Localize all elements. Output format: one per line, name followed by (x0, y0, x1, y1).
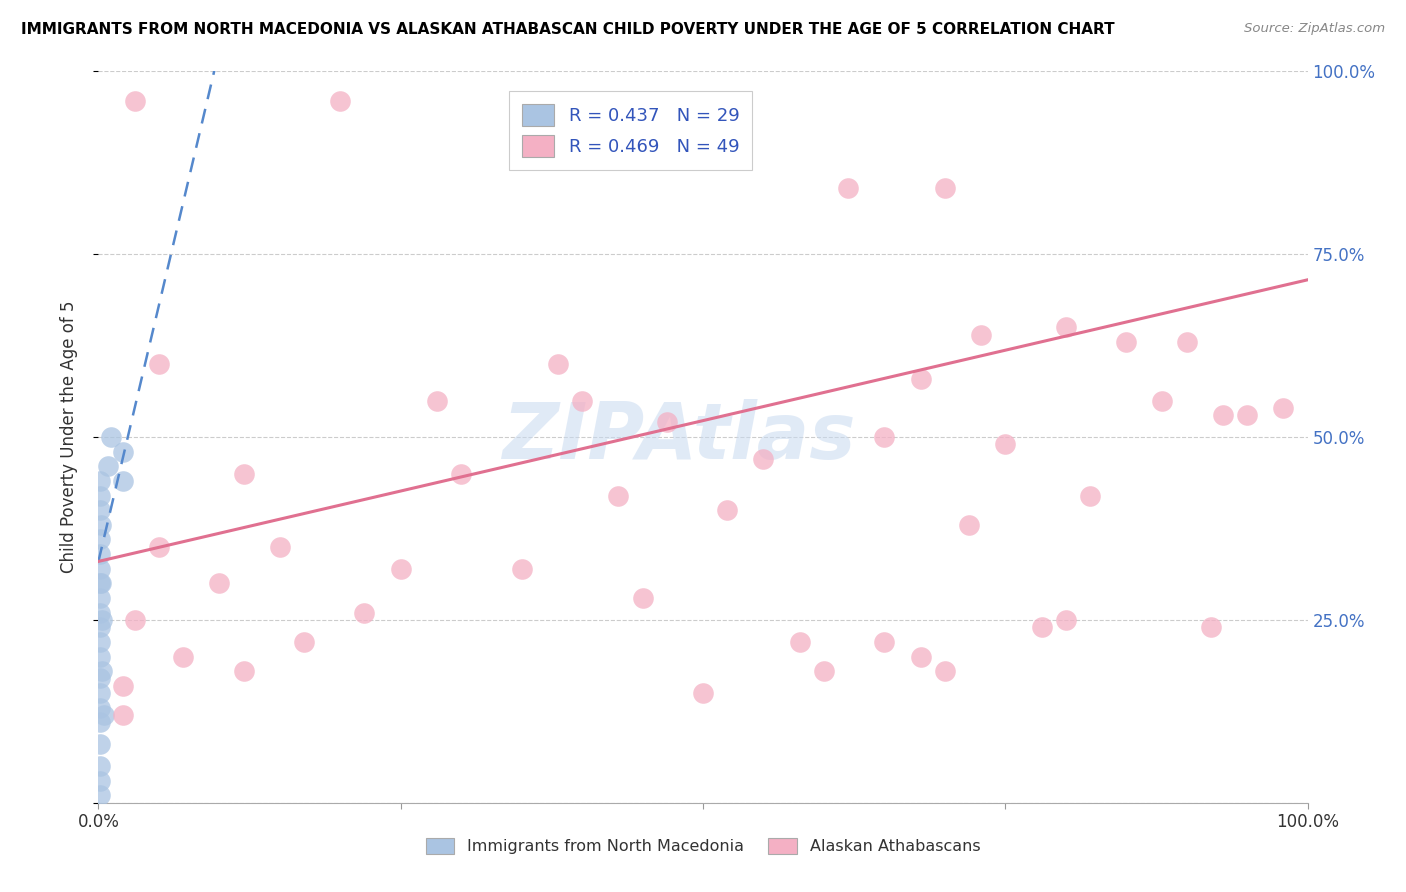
Point (957, 517, 980, 532)
Point (124, 94, 146, 108)
Text: ZIPAtlas: ZIPAtlas (502, 399, 856, 475)
Point (934, 664, 956, 678)
Point (329, 94, 352, 108)
Point (90, 517, 112, 532)
Point (1078, 489, 1101, 503)
Point (994, 437, 1017, 451)
Point (1115, 334, 1137, 349)
Point (89, 672, 111, 686)
Point (232, 664, 254, 678)
Point (89, 700, 111, 714)
Point (571, 393, 593, 408)
Point (89, 773, 111, 788)
Point (813, 664, 835, 678)
Point (111, 679, 134, 693)
Point (148, 357, 170, 371)
Point (89, 686, 111, 700)
Point (692, 686, 714, 700)
Point (547, 357, 569, 371)
Point (111, 474, 134, 488)
Point (1175, 334, 1198, 349)
Point (269, 540, 291, 554)
Point (426, 393, 449, 408)
Point (789, 635, 811, 649)
Point (292, 635, 315, 649)
Point (172, 649, 194, 664)
Point (353, 606, 375, 620)
Point (1152, 393, 1174, 408)
Point (89, 649, 111, 664)
Point (910, 649, 932, 664)
Text: IMMIGRANTS FROM NORTH MACEDONIA VS ALASKAN ATHABASCAN CHILD POVERTY UNDER THE AG: IMMIGRANTS FROM NORTH MACEDONIA VS ALASK… (21, 22, 1115, 37)
Point (837, 181, 859, 195)
Legend: Immigrants from North Macedonia, Alaskan Athabascans: Immigrants from North Macedonia, Alaskan… (419, 831, 987, 861)
Point (607, 489, 630, 503)
Point (873, 430, 896, 444)
Point (389, 562, 412, 576)
Point (97, 459, 120, 474)
Text: Source: ZipAtlas.com: Source: ZipAtlas.com (1244, 22, 1385, 36)
Point (89, 562, 111, 576)
Point (89, 503, 111, 517)
Point (111, 444, 134, 458)
Point (89, 489, 111, 503)
Point (970, 327, 993, 342)
Point (655, 416, 678, 430)
Point (752, 452, 775, 467)
Point (631, 591, 654, 605)
Point (89, 576, 111, 591)
Point (873, 635, 896, 649)
Point (450, 467, 472, 481)
Point (90, 576, 112, 591)
Point (1054, 320, 1077, 334)
Point (89, 533, 111, 547)
Point (148, 540, 170, 554)
Point (89, 591, 111, 605)
Point (1054, 613, 1077, 627)
Point (1199, 620, 1222, 634)
Point (89, 759, 111, 773)
Point (510, 562, 533, 576)
Point (1031, 620, 1053, 634)
Y-axis label: Child Poverty Under the Age of 5: Child Poverty Under the Age of 5 (59, 301, 77, 574)
Point (208, 576, 231, 591)
Point (910, 371, 932, 385)
Point (1272, 401, 1295, 415)
Point (124, 613, 146, 627)
Point (1212, 408, 1234, 422)
Point (93, 708, 115, 723)
Point (89, 715, 111, 730)
Point (89, 635, 111, 649)
Point (89, 606, 111, 620)
Point (934, 181, 956, 195)
Point (716, 503, 738, 517)
Point (1236, 408, 1258, 422)
Point (89, 547, 111, 561)
Point (91, 613, 114, 627)
Point (89, 789, 111, 803)
Point (111, 708, 134, 723)
Point (89, 737, 111, 751)
Point (89, 474, 111, 488)
Point (91, 664, 114, 678)
Point (232, 467, 254, 481)
Point (89, 620, 111, 634)
Point (100, 430, 122, 444)
